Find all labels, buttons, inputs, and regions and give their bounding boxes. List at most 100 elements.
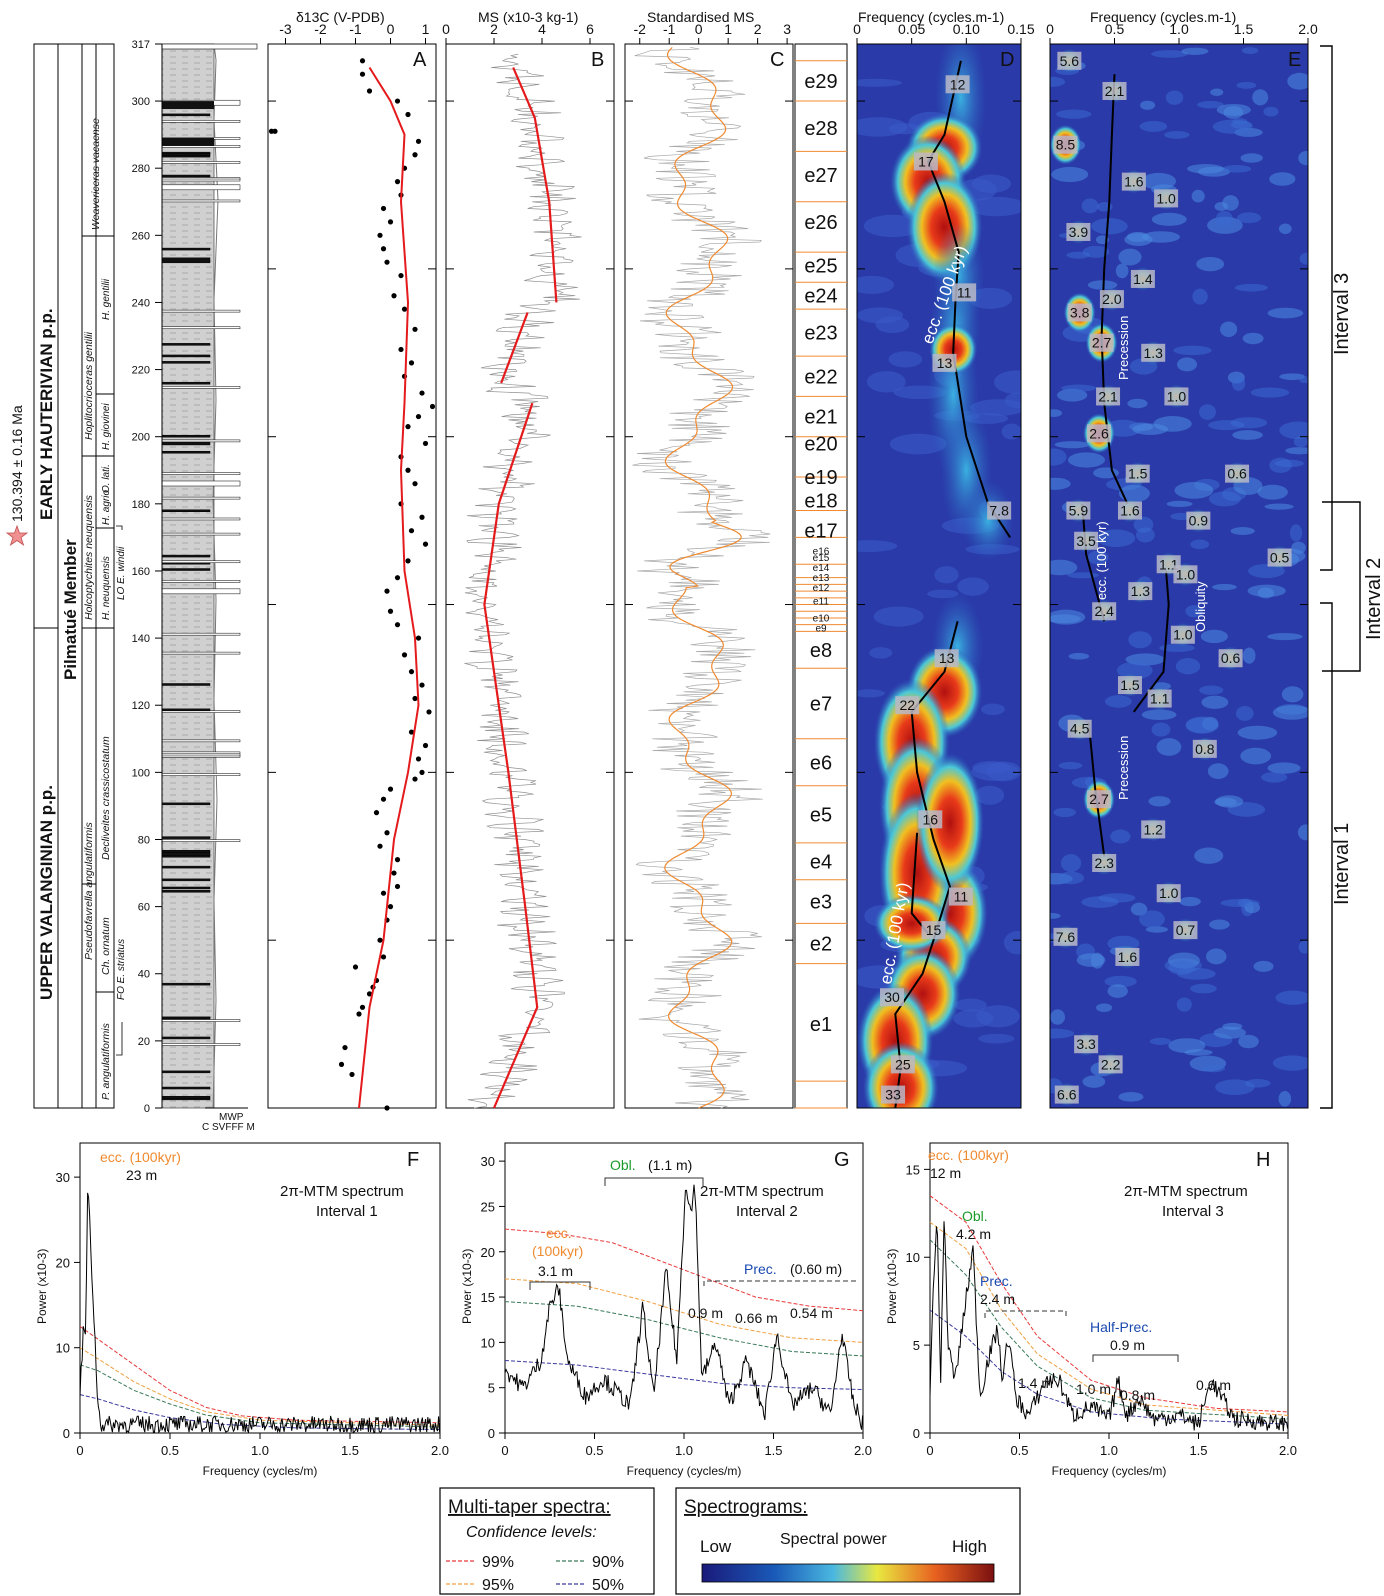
legend-spec-high: High <box>952 1537 987 1556</box>
spectrogram-texture <box>1118 248 1142 266</box>
spectrogram-texture <box>1082 1075 1106 1088</box>
x-tick-label: 1.5 <box>341 1443 359 1458</box>
limestone-bed <box>161 865 211 869</box>
period-label-bg <box>1087 424 1112 443</box>
spectrogram-texture <box>888 351 923 368</box>
period-label: 0.5 <box>1270 550 1290 566</box>
spectrogram-texture <box>1050 448 1067 466</box>
ecycle-label: e15 <box>813 553 830 564</box>
y-tick-label: 30 <box>481 1154 495 1169</box>
legend-spec-title: Spectrograms: <box>684 1497 808 1518</box>
spectrogram-texture <box>1274 459 1304 468</box>
y-tick-label: 15 <box>481 1290 495 1305</box>
limestone-bed <box>161 1096 211 1099</box>
spectrogram-texture <box>1053 807 1076 818</box>
d13c-point <box>394 622 401 628</box>
period-label-bg <box>890 1055 915 1074</box>
lith-scale-label: C SVFFF M <box>202 1122 255 1133</box>
period-label: 16 <box>922 811 938 827</box>
h-prec-label: Prec. <box>980 1273 1013 1289</box>
zone-holcoptychites: Holcoptychites neuquensis <box>83 494 95 620</box>
spectrogram-texture <box>1128 631 1152 649</box>
d13c-point <box>387 219 394 225</box>
limestone-bed <box>161 849 211 853</box>
period-label: 25 <box>895 1056 911 1072</box>
ecycle-label: e21 <box>804 407 837 429</box>
spectrogram-texture <box>1067 452 1105 468</box>
spectrogram-texture <box>1190 983 1217 994</box>
conf-95-line <box>79 1347 441 1426</box>
limestone-bed <box>161 839 241 842</box>
period-label-bg <box>1074 1035 1099 1054</box>
interval-brackets: Interval 3 Interval 2 Interval 1 <box>1320 45 1384 1109</box>
spectrogram-texture <box>1264 503 1294 510</box>
panel-g-annotations: G 2π-MTM spectrum Interval 2 Obl. (1.1 m… <box>529 1149 858 1326</box>
spectrogram-texture <box>1220 898 1260 908</box>
spectrogram-texture <box>1279 373 1306 380</box>
limestone-bed <box>161 632 241 636</box>
period-label-bg <box>1141 820 1166 839</box>
spectrogram-texture <box>1185 716 1219 734</box>
spectrogram-texture <box>1232 430 1263 440</box>
spectrogram-texture <box>1081 198 1099 214</box>
period-label-bg <box>1099 290 1124 309</box>
d13c-point <box>366 88 373 94</box>
limestone-bed <box>161 1086 211 1090</box>
spectrogram-texture <box>875 316 910 334</box>
period-label: 1.3 <box>1131 583 1151 599</box>
spectrogram-texture <box>857 689 885 698</box>
period-label: 5.6 <box>1060 53 1080 69</box>
spectrogram-texture <box>970 399 1021 416</box>
period-label-bg <box>1066 222 1091 241</box>
period-label-bg <box>952 283 977 302</box>
depth-tick-label: 40 <box>138 969 150 981</box>
d13c-point <box>405 467 411 473</box>
period-label-bg <box>1225 464 1250 483</box>
spectrogram-texture <box>873 606 924 627</box>
ecycle-label: e29 <box>804 71 837 93</box>
period-label: 3.9 <box>1069 224 1089 240</box>
period-label: 1.5 <box>1128 466 1148 482</box>
panel-letter: E <box>1288 49 1301 71</box>
d13c-point <box>401 306 408 312</box>
spectrogram-texture <box>1187 163 1224 174</box>
spectrogram-texture <box>1082 245 1110 258</box>
y-tick-label: 20 <box>481 1245 495 1260</box>
spectrogram-texture <box>1145 926 1168 933</box>
d13c-point <box>384 830 390 836</box>
limestone-bed <box>161 354 211 358</box>
spectrogram-texture <box>1118 484 1150 503</box>
x-tick-label: 0 <box>442 21 450 37</box>
spectrogram-texture <box>1110 829 1131 844</box>
spectrogram-texture <box>934 566 959 584</box>
d13c-point <box>338 1061 345 1067</box>
limestone-bed <box>161 361 211 364</box>
std-ms-filtered-line <box>664 46 742 1109</box>
spectrogram-texture <box>1090 952 1104 969</box>
spectrogram-texture <box>1285 447 1308 455</box>
panel-b-ms: 0 2 4 6 B <box>442 21 615 1109</box>
period-label-bg <box>1066 501 1091 520</box>
period-label: 0.6 <box>1227 466 1247 482</box>
limestone-bed <box>161 480 241 487</box>
spectrum-line <box>929 1221 1289 1432</box>
y-tick-label: 5 <box>913 1338 920 1353</box>
y-tick-label: 5 <box>488 1381 495 1396</box>
limestone-bed <box>161 43 258 50</box>
period-label: 3.5 <box>1076 533 1096 549</box>
d13c-point <box>394 98 401 104</box>
d13c-point <box>394 575 401 581</box>
period-label: 1.4 <box>1133 271 1153 287</box>
spectrogram-texture <box>1240 747 1272 765</box>
strat-column: UPPER VALANGINIAN p.p. EARLY HAUTERIVIAN… <box>5 43 127 1109</box>
panel-g-spectrum: 0 0.5 1.0 1.5 2.0 0 5 10 15 20 25 30 Frequency (cycl… <box>460 1142 872 1478</box>
spectral-power-blob <box>962 480 1015 562</box>
period-label: 13 <box>937 355 953 371</box>
d13c-point <box>415 756 422 762</box>
x-tick-label: 0.15 <box>1007 21 1034 37</box>
d13c-point <box>422 440 429 447</box>
d13c-point <box>405 558 411 564</box>
spectrogram-texture <box>1210 88 1224 97</box>
period-label-bg <box>1087 790 1112 809</box>
